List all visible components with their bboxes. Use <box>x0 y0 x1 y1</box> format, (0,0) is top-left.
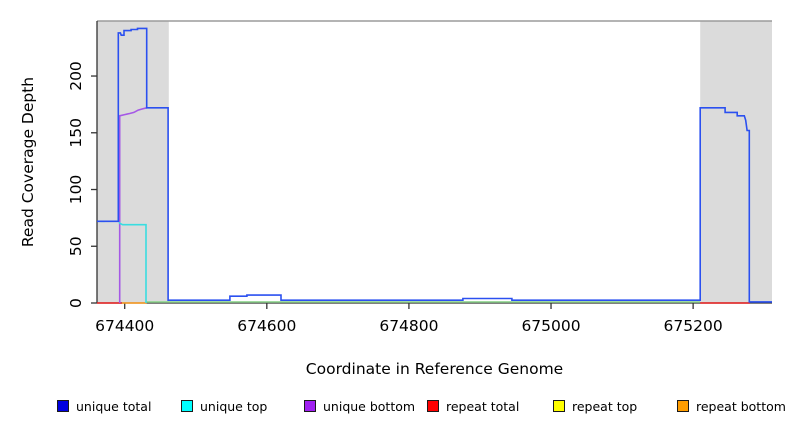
legend-item-repeat-total: repeat total <box>427 398 519 414</box>
y-tick-label: 200 <box>67 61 85 91</box>
series-unique-bottom <box>118 107 147 303</box>
x-axis-title: Coordinate in Reference Genome <box>305 360 564 378</box>
legend-item-unique-total: unique total <box>57 398 151 414</box>
repeat-bottom-swatch-icon <box>677 400 689 412</box>
legend-item-unique-bottom: unique bottom <box>304 398 415 414</box>
x-tick-label: 674400 <box>95 317 154 335</box>
legend-label: unique top <box>200 398 268 414</box>
repeat-total-swatch-icon <box>427 400 439 412</box>
legend-label: repeat bottom <box>696 398 786 414</box>
y-tick-label: 100 <box>67 175 85 205</box>
unique-bottom-swatch-icon <box>304 400 316 412</box>
y-tick-label: 0 <box>67 298 85 308</box>
unique-top-swatch-icon <box>181 400 193 412</box>
shaded-region-right <box>700 21 772 303</box>
plot-canvas: 674400 674600 674800 675000 675200 0 50 100 150 2… <box>67 20 772 335</box>
unique-total-swatch-icon <box>57 400 69 412</box>
series-unique-total <box>97 27 772 303</box>
legend-label: repeat total <box>446 398 520 414</box>
legend-label: unique total <box>76 398 152 414</box>
y-tick-label: 150 <box>67 118 85 148</box>
series-unique-top <box>118 221 147 303</box>
repeat-top-swatch-icon <box>553 400 565 412</box>
legend-label: unique bottom <box>323 398 416 414</box>
y-tick-label: 50 <box>67 236 85 256</box>
x-tick-label: 674800 <box>379 317 438 335</box>
x-tick-label: 674600 <box>237 317 296 335</box>
y-axis-title: Read Coverage Depth <box>19 76 37 248</box>
legend-item-unique-top: unique top <box>181 398 267 414</box>
legend-label: repeat top <box>572 398 638 414</box>
legend-item-repeat-top: repeat top <box>553 398 637 414</box>
x-tick-label: 675200 <box>664 317 723 335</box>
x-tick-label: 675000 <box>521 317 580 335</box>
legend-item-repeat-bottom: repeat bottom <box>677 398 786 414</box>
shaded-region-left <box>97 21 169 303</box>
